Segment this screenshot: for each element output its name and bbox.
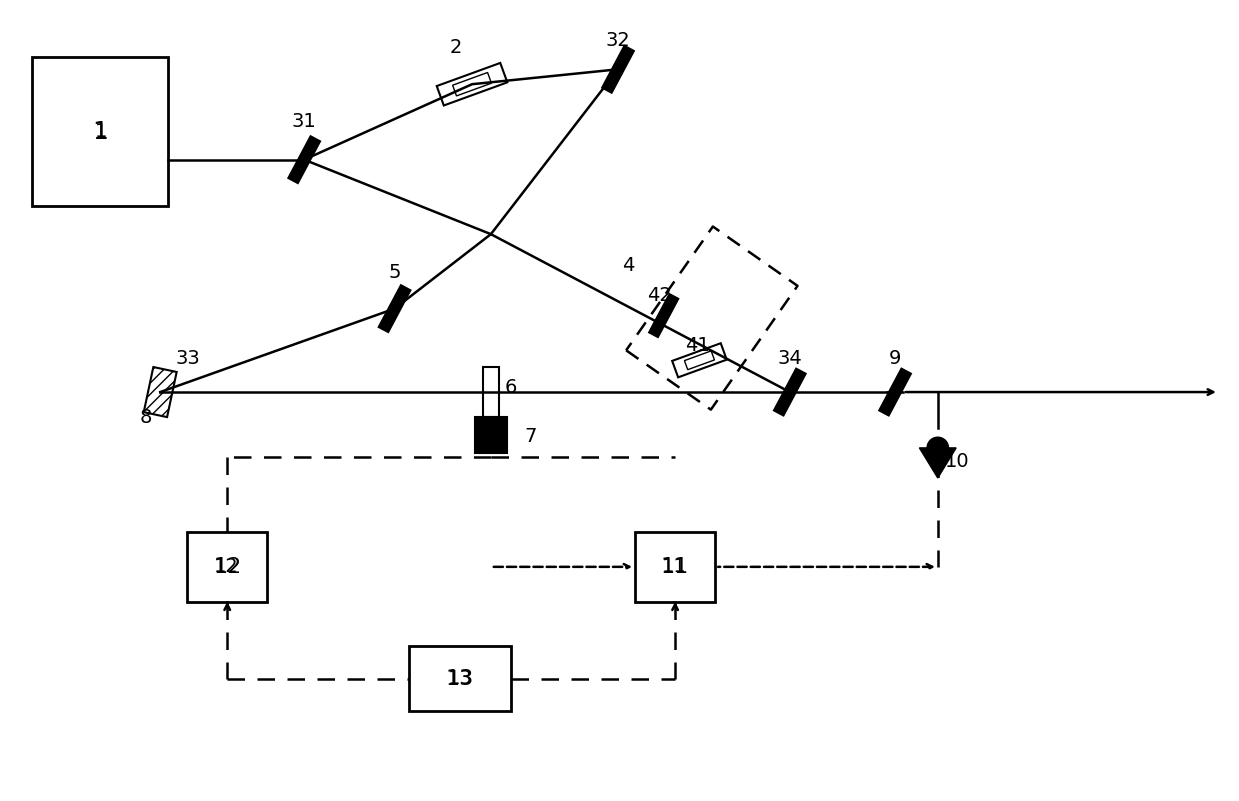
Text: 13: 13 xyxy=(446,669,475,689)
Text: 2: 2 xyxy=(450,38,462,57)
Bar xyxy=(187,532,268,602)
Text: 41: 41 xyxy=(685,336,710,355)
Text: 11: 11 xyxy=(662,557,686,577)
Text: 1: 1 xyxy=(92,120,108,144)
Text: 4: 4 xyxy=(622,256,634,276)
Bar xyxy=(409,646,510,710)
Text: 33: 33 xyxy=(176,348,201,368)
Polygon shape xyxy=(378,285,410,332)
Polygon shape xyxy=(452,73,492,96)
Polygon shape xyxy=(649,294,679,337)
Text: 1: 1 xyxy=(94,123,107,141)
Polygon shape xyxy=(144,367,177,417)
Text: 9: 9 xyxy=(888,348,901,368)
Bar xyxy=(634,532,715,602)
Polygon shape xyxy=(773,368,805,416)
Text: 31: 31 xyxy=(292,112,317,131)
Text: 34: 34 xyxy=(777,348,802,368)
Text: 12: 12 xyxy=(213,557,242,577)
Text: 7: 7 xyxy=(524,427,536,446)
Bar xyxy=(32,58,169,207)
Text: 11: 11 xyxy=(660,557,689,577)
Text: 8: 8 xyxy=(140,409,152,428)
Bar xyxy=(475,417,507,453)
Polygon shape xyxy=(672,343,727,377)
Text: 6: 6 xyxy=(504,377,517,396)
Text: 5: 5 xyxy=(388,264,401,283)
Polygon shape xyxy=(878,368,911,416)
Polygon shape xyxy=(684,351,715,370)
Text: 12: 12 xyxy=(214,557,239,577)
Text: 10: 10 xyxy=(945,452,970,471)
Polygon shape xyxy=(919,448,957,478)
Polygon shape xyxy=(602,46,634,93)
Bar xyxy=(483,368,499,417)
Text: 13: 13 xyxy=(447,669,472,687)
Polygon shape xyxy=(436,63,507,106)
Text: 42: 42 xyxy=(647,286,672,305)
Polygon shape xyxy=(289,136,321,183)
Circle shape xyxy=(927,437,949,459)
Text: 32: 32 xyxy=(606,31,631,50)
